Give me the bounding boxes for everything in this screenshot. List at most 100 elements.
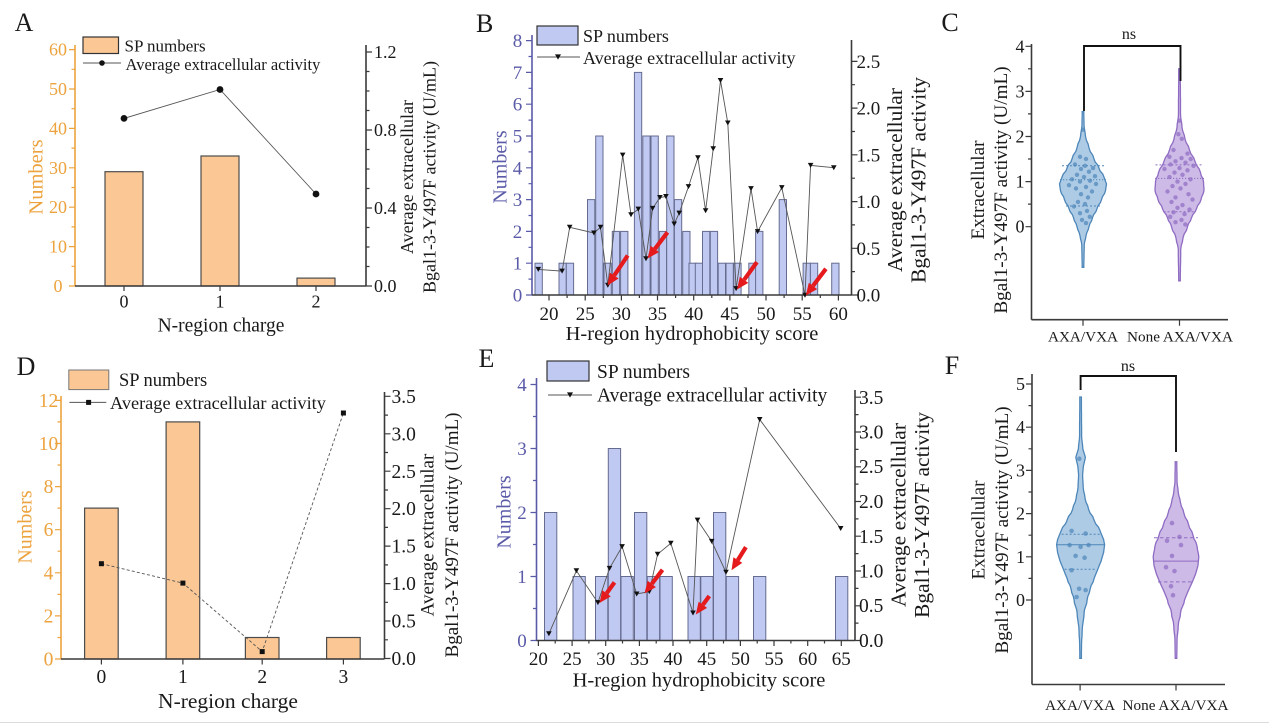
svg-text:0.0: 0.0 (859, 631, 883, 652)
svg-text:SP numbers: SP numbers (583, 26, 669, 46)
svg-text:5: 5 (513, 127, 523, 148)
svg-text:2: 2 (257, 667, 267, 688)
svg-text:2: 2 (1016, 504, 1025, 524)
svg-text:3: 3 (517, 439, 527, 460)
svg-text:1: 1 (1016, 172, 1025, 192)
svg-text:D: D (17, 352, 36, 381)
svg-text:20: 20 (540, 304, 559, 325)
svg-text:60: 60 (49, 40, 67, 60)
svg-text:Average extracellular activity: Average extracellular activity (110, 393, 327, 413)
svg-text:30: 30 (49, 158, 67, 178)
svg-text:F: F (945, 351, 959, 380)
svg-text:20: 20 (529, 649, 548, 670)
svg-text:0.5: 0.5 (857, 239, 881, 260)
svg-text:3.5: 3.5 (392, 387, 416, 408)
svg-text:50: 50 (731, 649, 750, 670)
svg-text:3.0: 3.0 (859, 423, 883, 444)
svg-text:30: 30 (596, 649, 615, 670)
svg-text:0: 0 (54, 276, 63, 296)
svg-text:Bgal1-3-Y497F activity: Bgal1-3-Y497F activity (907, 77, 931, 283)
svg-text:55: 55 (765, 649, 784, 670)
svg-text:2.5: 2.5 (857, 52, 881, 73)
svg-text:2: 2 (44, 606, 54, 627)
svg-text:Average extracellular activity: Average extracellular activity (597, 386, 828, 407)
svg-text:N-region charge: N-region charge (158, 689, 298, 713)
svg-text:SP numbers: SP numbers (119, 371, 207, 391)
svg-text:Numbers: Numbers (26, 139, 48, 214)
svg-text:30: 30 (612, 304, 631, 325)
svg-text:1: 1 (513, 254, 523, 275)
svg-text:10: 10 (39, 434, 59, 455)
svg-text:3: 3 (339, 667, 349, 688)
svg-text:Bgal1-3-Y497F activity (U/mL): Bgal1-3-Y497F activity (U/mL) (442, 413, 463, 658)
svg-text:Bgal1-3-Y497F activity: Bgal1-3-Y497F activity (910, 412, 934, 618)
svg-text:4: 4 (513, 158, 523, 179)
svg-text:Average extracellular activity: Average extracellular activity (583, 48, 796, 68)
svg-text:Bgal1-3-Y497F activity (U/mL): Bgal1-3-Y497F activity (U/mL) (420, 61, 441, 293)
svg-text:60: 60 (798, 649, 817, 670)
svg-text:1.5: 1.5 (857, 145, 881, 166)
svg-text:1.0: 1.0 (857, 192, 881, 213)
svg-text:Numbers: Numbers (15, 490, 37, 564)
svg-text:60: 60 (829, 304, 848, 325)
svg-text:0.5: 0.5 (392, 612, 416, 633)
svg-text:AXA/VXA: AXA/VXA (1045, 697, 1115, 714)
svg-text:N-region charge: N-region charge (158, 316, 285, 337)
svg-text:45: 45 (697, 649, 716, 670)
svg-text:2: 2 (517, 503, 527, 524)
svg-text:6: 6 (513, 95, 523, 116)
svg-text:2.0: 2.0 (859, 492, 883, 513)
svg-text:45: 45 (720, 304, 739, 325)
svg-text:ns: ns (1121, 358, 1135, 375)
svg-text:Extracellular: Extracellular (968, 140, 989, 240)
svg-text:Average extracellular activity: Average extracellular activity (126, 55, 322, 74)
svg-text:AXA/VXA: AXA/VXA (1048, 329, 1118, 346)
svg-text:35: 35 (630, 649, 649, 670)
svg-text:0.0: 0.0 (392, 649, 416, 670)
svg-text:B: B (476, 9, 493, 38)
svg-text:3.5: 3.5 (859, 388, 883, 409)
svg-text:C: C (941, 8, 958, 37)
svg-text:3.0: 3.0 (392, 424, 416, 445)
svg-text:40: 40 (684, 304, 703, 325)
svg-text:8: 8 (44, 477, 54, 498)
svg-text:25: 25 (576, 304, 595, 325)
svg-text:4: 4 (517, 375, 527, 396)
svg-text:E: E (479, 344, 495, 373)
svg-text:6: 6 (44, 520, 54, 541)
svg-text:1.2: 1.2 (374, 42, 397, 62)
svg-text:1.5: 1.5 (859, 527, 883, 548)
svg-text:0: 0 (513, 286, 523, 307)
svg-text:SP numbers: SP numbers (597, 362, 690, 383)
svg-text:0.4: 0.4 (374, 198, 397, 218)
svg-text:20: 20 (49, 197, 67, 217)
svg-text:1: 1 (178, 667, 188, 688)
svg-text:0: 0 (97, 667, 107, 688)
svg-text:Bgal1-3-Y497F activity (U/mL): Bgal1-3-Y497F activity (U/mL) (991, 66, 1012, 313)
svg-text:65: 65 (832, 649, 851, 670)
svg-text:0: 0 (44, 650, 54, 671)
svg-text:4: 4 (1016, 417, 1025, 437)
svg-text:1: 1 (1016, 547, 1025, 567)
svg-text:4: 4 (44, 563, 54, 584)
svg-text:Average extracellular: Average extracellular (418, 453, 439, 616)
svg-text:0.0: 0.0 (857, 286, 881, 307)
svg-text:25: 25 (563, 649, 582, 670)
svg-text:None AXA/VXA: None AXA/VXA (1123, 697, 1229, 714)
svg-text:50: 50 (49, 79, 67, 99)
svg-text:A: A (15, 8, 34, 37)
svg-text:0.8: 0.8 (374, 120, 397, 140)
svg-text:ns: ns (1122, 26, 1136, 43)
svg-text:1.5: 1.5 (392, 537, 416, 558)
svg-text:SP numbers: SP numbers (125, 37, 206, 56)
svg-text:Average extracellular: Average extracellular (397, 100, 417, 254)
svg-text:None AXA/VXA: None AXA/VXA (1127, 329, 1233, 346)
svg-text:12: 12 (39, 391, 59, 412)
svg-text:40: 40 (664, 649, 683, 670)
svg-text:3: 3 (1016, 81, 1025, 101)
svg-text:H-region hydrophobicity score: H-region hydrophobicity score (566, 323, 819, 345)
svg-text:1.0: 1.0 (392, 574, 416, 595)
svg-text:0: 0 (120, 292, 129, 312)
svg-text:35: 35 (648, 304, 667, 325)
svg-text:0.0: 0.0 (374, 276, 397, 296)
